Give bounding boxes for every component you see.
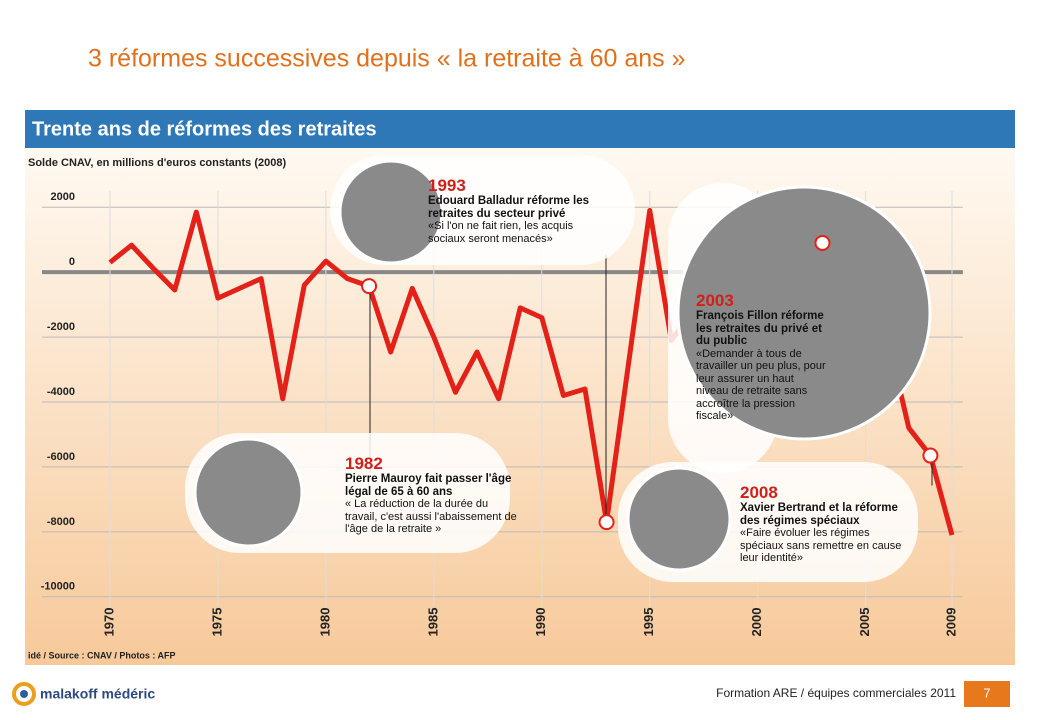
highlight-marker — [361, 278, 378, 295]
y-tick-label: -8000 — [47, 516, 75, 528]
y-tick-label: 2000 — [51, 191, 75, 203]
annotation-title: Xavier Bertrand et la réforme des régime… — [740, 502, 898, 527]
annotation-year: 1982 — [345, 454, 383, 473]
page-box — [964, 681, 1010, 707]
annotation-quote: «Demander à tous de travailler un peu pl… — [696, 347, 826, 423]
y-tick-label: -4000 — [47, 386, 75, 398]
annotation-title: Pierre Mauroy fait passer l'âge légal de… — [345, 473, 512, 498]
x-tick-label: 1975 — [209, 608, 224, 637]
y-tick-label: 0 — [69, 256, 75, 268]
annotation-quote: «Faire évoluer les régimes spéciaux sans… — [740, 527, 902, 564]
photo — [626, 466, 732, 572]
annotation: 2003 François Fillon réforme les retraite… — [696, 292, 826, 423]
x-tick-label: 1980 — [317, 608, 332, 637]
annotation-quote: « La réduction de la durée du travail, c… — [345, 498, 517, 535]
source: idé / Source : CNAV / Photos : AFP — [28, 650, 176, 660]
chart-subtitle: Solde CNAV, en millions d'euros constant… — [28, 157, 286, 169]
logo — [12, 682, 36, 706]
chart-title: Trente ans de réformes des retraites — [32, 118, 377, 140]
brand: malakoff médéric — [40, 686, 155, 702]
annotation-quote: «Si l'on ne fait rien, les acquis sociau… — [428, 220, 574, 245]
x-tick-label: 1970 — [101, 608, 116, 637]
page-number: 7 — [983, 685, 990, 700]
footer-text: Formation ARE / équipes commerciales 201… — [716, 686, 956, 700]
annotation: 2008 Xavier Bertrand et la réforme des ré… — [740, 484, 915, 565]
annotation-year: 2008 — [740, 483, 778, 502]
x-tick-label: 1990 — [533, 608, 548, 637]
photo — [676, 185, 932, 441]
photo — [338, 159, 444, 265]
slide-title: 3 réformes successives depuis « la retra… — [88, 45, 686, 73]
y-tick-label: -10000 — [41, 581, 75, 593]
x-tick-label: 1985 — [425, 608, 440, 637]
annotation-year: 2003 — [696, 291, 734, 310]
highlight-marker — [814, 234, 831, 251]
x-tick-label: 2000 — [749, 608, 764, 637]
highlight-marker — [598, 514, 615, 531]
annotation: 1993 Edouard Balladur réforme les retrait… — [428, 177, 603, 245]
x-tick-label: 2005 — [857, 608, 872, 637]
y-tick-label: -6000 — [47, 451, 75, 463]
annotation-title: Edouard Balladur réforme les retraites d… — [428, 195, 590, 220]
header-bar — [25, 110, 1015, 148]
highlight-marker — [922, 447, 939, 464]
x-tick-label: 1995 — [641, 608, 656, 637]
y-tick-label: -2000 — [47, 321, 75, 333]
photo — [193, 437, 304, 548]
annotation-year: 1993 — [428, 176, 466, 195]
x-tick-label: 2009 — [943, 608, 958, 637]
annotation-title: François Fillon réforme les retraites du… — [696, 310, 824, 347]
annotation: 1982 Pierre Mauroy fait passer l'âge léga… — [345, 455, 520, 536]
